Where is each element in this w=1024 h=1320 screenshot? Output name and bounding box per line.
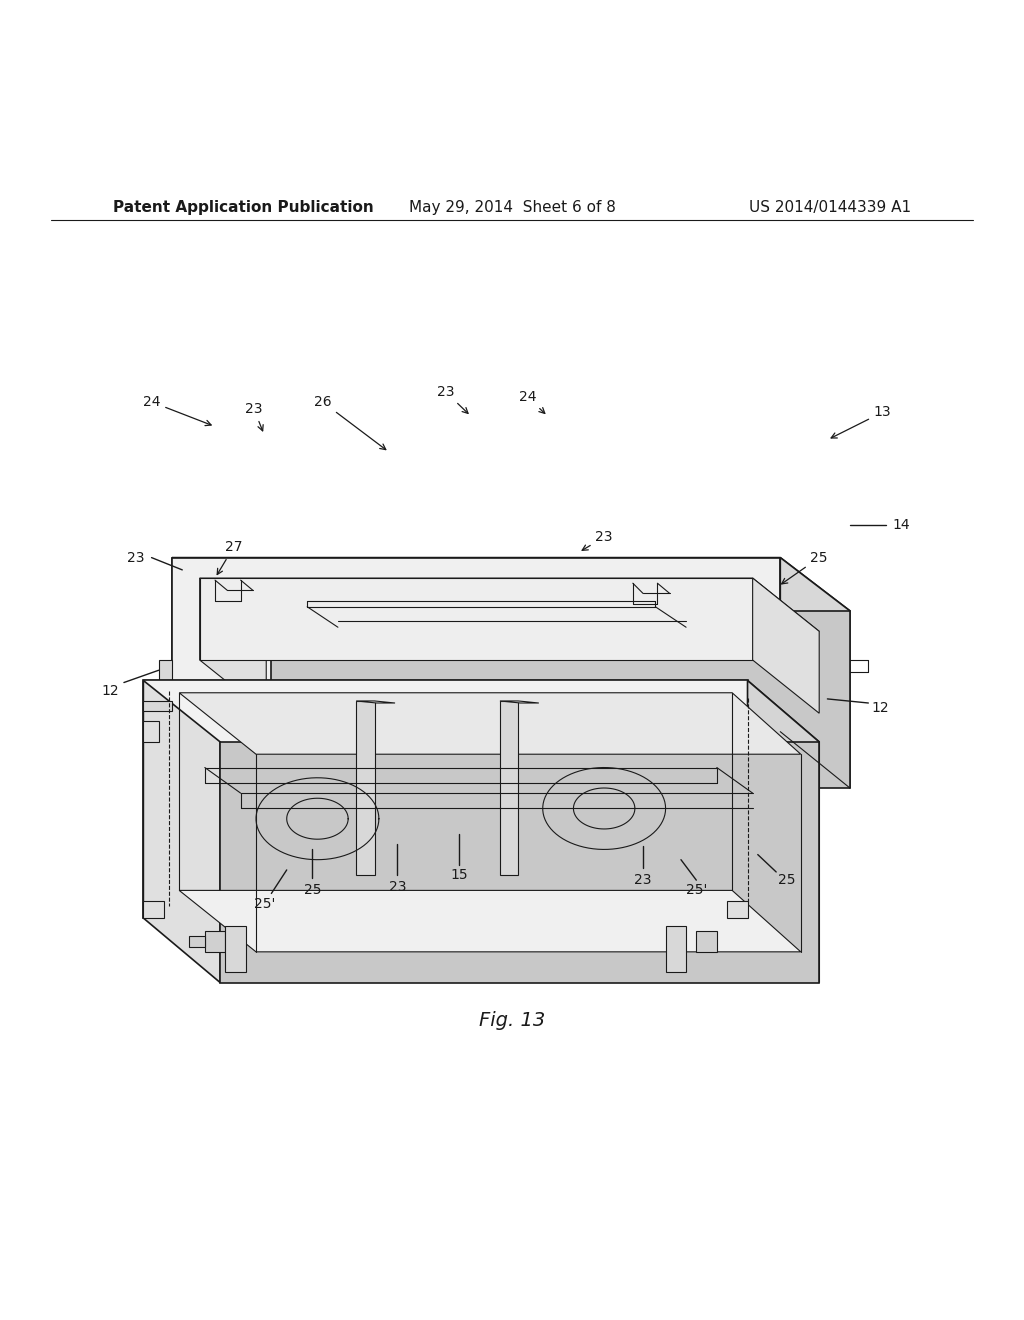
Text: 23: 23 bbox=[582, 531, 613, 550]
Polygon shape bbox=[179, 891, 801, 952]
Text: 24: 24 bbox=[518, 389, 545, 413]
Polygon shape bbox=[780, 557, 850, 788]
Polygon shape bbox=[200, 578, 266, 713]
Text: 13: 13 bbox=[831, 405, 892, 438]
Polygon shape bbox=[143, 701, 172, 711]
Polygon shape bbox=[696, 932, 717, 952]
Text: 23: 23 bbox=[388, 880, 407, 895]
Text: 23: 23 bbox=[245, 403, 263, 430]
Polygon shape bbox=[666, 927, 686, 973]
Polygon shape bbox=[143, 681, 748, 917]
Polygon shape bbox=[220, 742, 819, 982]
Text: 25': 25' bbox=[254, 896, 274, 911]
Text: 26: 26 bbox=[313, 395, 386, 450]
Text: 12: 12 bbox=[871, 701, 890, 715]
Polygon shape bbox=[200, 578, 753, 660]
Polygon shape bbox=[205, 932, 225, 952]
Text: 23: 23 bbox=[634, 873, 652, 887]
Polygon shape bbox=[200, 578, 819, 631]
Polygon shape bbox=[172, 557, 271, 788]
Polygon shape bbox=[727, 900, 748, 917]
Polygon shape bbox=[143, 681, 220, 982]
Polygon shape bbox=[143, 722, 159, 742]
Text: 23: 23 bbox=[436, 384, 468, 413]
Text: 25: 25 bbox=[781, 550, 828, 583]
Polygon shape bbox=[179, 693, 801, 754]
Text: Fig. 13: Fig. 13 bbox=[479, 1011, 545, 1030]
Text: 24: 24 bbox=[142, 395, 211, 425]
Text: US 2014/0144339 A1: US 2014/0144339 A1 bbox=[750, 199, 911, 215]
Polygon shape bbox=[753, 578, 819, 713]
Text: May 29, 2014  Sheet 6 of 8: May 29, 2014 Sheet 6 of 8 bbox=[409, 199, 615, 215]
Polygon shape bbox=[271, 611, 850, 788]
Text: 23: 23 bbox=[127, 550, 145, 565]
Polygon shape bbox=[172, 557, 780, 731]
Text: 27: 27 bbox=[217, 540, 243, 574]
Polygon shape bbox=[356, 701, 375, 875]
Polygon shape bbox=[225, 927, 246, 973]
Text: Patent Application Publication: Patent Application Publication bbox=[113, 199, 374, 215]
Text: 14: 14 bbox=[892, 517, 910, 532]
Polygon shape bbox=[189, 936, 205, 946]
Polygon shape bbox=[159, 660, 172, 681]
Polygon shape bbox=[500, 701, 518, 875]
Polygon shape bbox=[748, 681, 819, 982]
Polygon shape bbox=[143, 900, 164, 917]
Text: 25: 25 bbox=[777, 873, 796, 887]
Text: 25: 25 bbox=[303, 883, 322, 898]
Polygon shape bbox=[356, 701, 395, 704]
Text: 25': 25' bbox=[686, 883, 707, 898]
Polygon shape bbox=[143, 681, 819, 742]
Text: 15: 15 bbox=[450, 869, 468, 882]
Text: 12: 12 bbox=[101, 684, 120, 698]
Polygon shape bbox=[500, 701, 539, 704]
